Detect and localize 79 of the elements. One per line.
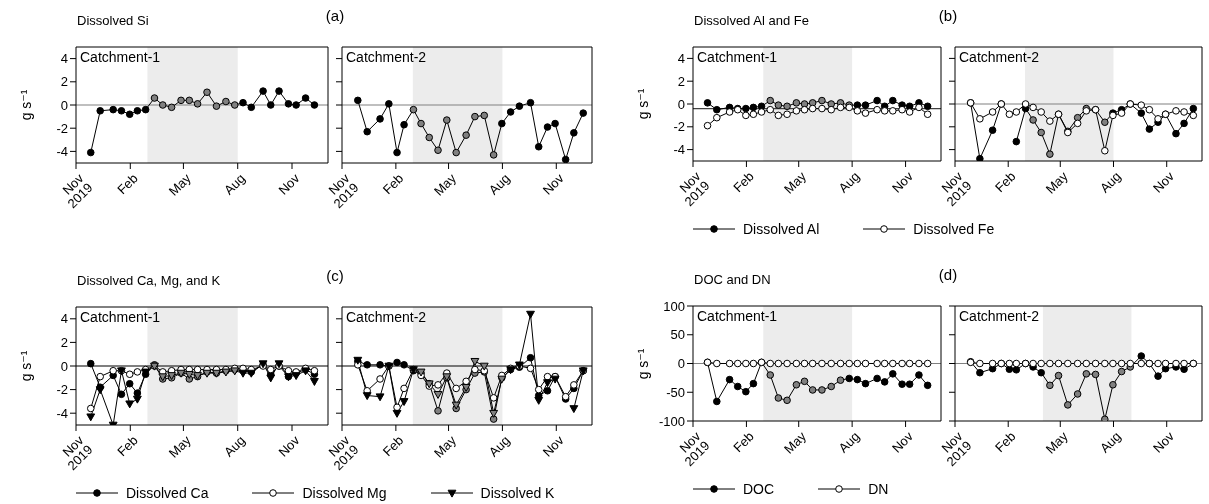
- x-tick-label: Nov: [888, 168, 917, 196]
- x-tick-label: May: [430, 170, 460, 199]
- legend-label: Dissolved Fe: [913, 221, 995, 237]
- chart-subtitle: Catchment-1: [80, 49, 161, 65]
- legend-label: DN: [868, 481, 889, 497]
- y-tick-label: -2: [56, 120, 68, 136]
- chart-title: Dissolved Al and Fe: [694, 13, 809, 28]
- chart-subtitle: Catchment-1: [697, 49, 778, 65]
- y-axis-title: g s⁻¹: [18, 350, 34, 382]
- text: (c): [326, 267, 344, 284]
- x-tick-label: May: [430, 432, 460, 461]
- y-tick-label: 2: [60, 74, 68, 90]
- y-tick-label: 100: [663, 298, 685, 314]
- x-tick-label: Aug: [835, 428, 863, 456]
- y-axis-title: g s⁻¹: [18, 89, 34, 121]
- x-tick-label: Aug: [221, 432, 249, 460]
- y-tick-label: 4: [677, 51, 685, 67]
- x-tick-label: Aug: [1096, 428, 1124, 456]
- x-tick-label: May: [1042, 168, 1071, 197]
- x-tick-label: Nov: [275, 170, 303, 198]
- y-axis-title: g s⁻¹: [635, 88, 651, 120]
- legend-label: DOC: [743, 481, 775, 497]
- x-tick-label: May: [165, 432, 195, 461]
- y-tick-label: -2: [56, 382, 68, 398]
- chart-title: Dissolved Ca, Mg, and K: [77, 273, 221, 288]
- x-tick-label: Nov: [1150, 168, 1178, 196]
- x-tick-label: Nov: [275, 432, 303, 460]
- y-tick-label: -50: [666, 384, 685, 400]
- y-tick-label: -4: [673, 142, 685, 158]
- x-tick-label: Nov: [539, 432, 567, 460]
- x-tick-label: Aug: [835, 168, 863, 196]
- x-tick-label: Feb: [992, 428, 1019, 456]
- x-tick-label: May: [781, 168, 810, 197]
- x-tick-label: Nov: [888, 428, 917, 456]
- legend-label: Dissolved Ca: [126, 485, 209, 501]
- chart-title: DOC and DN: [694, 272, 771, 287]
- x-tick-label: Nov: [1150, 428, 1178, 456]
- x-tick-label: Aug: [485, 432, 513, 460]
- x-tick-label: Feb: [992, 168, 1019, 196]
- x-tick-label: Nov: [539, 170, 567, 198]
- chart-subtitle: Catchment-1: [80, 309, 161, 325]
- x-tick-label: May: [165, 170, 195, 199]
- y-tick-label: 2: [677, 73, 685, 89]
- x-tick-label: Feb: [379, 170, 407, 198]
- chart-subtitle: Catchment-1: [697, 308, 778, 324]
- x-tick-label: Feb: [379, 432, 407, 460]
- x-tick-label: Aug: [1096, 168, 1124, 196]
- y-tick-label: -4: [56, 144, 68, 160]
- legend-label: Dissolved Mg: [302, 485, 387, 501]
- y-tick-label: -100: [658, 413, 685, 429]
- chart-subtitle: Catchment-2: [959, 308, 1040, 324]
- text: (d): [938, 266, 958, 283]
- y-tick-label: 0: [60, 97, 68, 113]
- x-tick-label: Feb: [114, 170, 141, 198]
- y-tick-label: 2: [60, 335, 68, 351]
- x-tick-label: Feb: [730, 428, 757, 456]
- x-tick-label: May: [1042, 428, 1071, 457]
- y-tick-label: -2: [673, 119, 685, 135]
- text: (b): [938, 7, 958, 24]
- y-tick-label: 0: [60, 358, 68, 374]
- text: (a): [325, 7, 345, 24]
- chart-subtitle: Catchment-2: [346, 49, 427, 65]
- x-tick-label: Feb: [114, 432, 141, 460]
- y-tick-label: 50: [670, 327, 685, 343]
- legend-label: Dissolved Al: [743, 221, 820, 237]
- legend-label: Dissolved K: [480, 485, 555, 501]
- x-tick-label: Aug: [221, 170, 249, 198]
- y-tick-label: -4: [56, 405, 68, 421]
- y-tick-label: 0: [677, 96, 685, 112]
- chart-subtitle: Catchment-2: [346, 309, 427, 325]
- y-tick-label: 4: [60, 311, 68, 327]
- x-tick-label: May: [781, 428, 810, 457]
- y-tick-label: 0: [677, 356, 685, 372]
- y-tick-label: 4: [60, 51, 68, 67]
- y-axis-title: g s⁻¹: [635, 348, 651, 379]
- chart-title: Dissolved Si: [77, 13, 149, 28]
- chart-subtitle: Catchment-2: [959, 49, 1040, 65]
- x-tick-label: Aug: [485, 170, 513, 198]
- x-tick-label: Feb: [730, 168, 757, 196]
